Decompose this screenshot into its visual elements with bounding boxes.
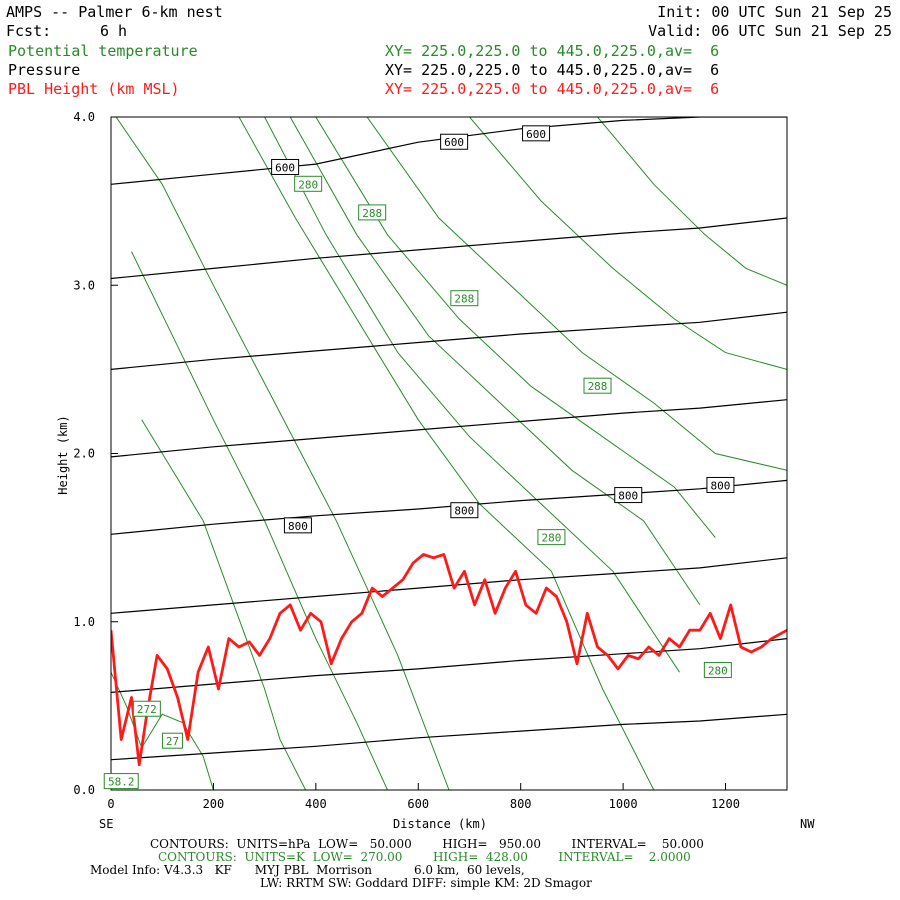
pressure-contour-650 bbox=[111, 217, 787, 280]
pressure-contour-950 bbox=[111, 713, 787, 761]
contour-label: 800 bbox=[618, 490, 638, 503]
valid-time: Valid: 06 UTC Sun 21 Sep 25 bbox=[648, 22, 892, 40]
legend-pressure-xy: XY= 225.0,225.0 to 445.0,225.0,av= 6 bbox=[385, 61, 720, 79]
contour-label: 600 bbox=[275, 161, 295, 174]
contour-label-box bbox=[450, 502, 479, 519]
theta-contour-290 bbox=[469, 117, 787, 370]
footer-model-info: Model Info: V4.3.3 KF MYJ PBL Morrison 6… bbox=[90, 863, 525, 877]
x-tick-label: 400 bbox=[305, 797, 327, 811]
contour-label: 288 bbox=[362, 207, 382, 220]
y-tick-label: 2.0 bbox=[73, 447, 95, 461]
theta-contour-286 bbox=[315, 117, 716, 538]
pressure-contour-900 bbox=[111, 638, 787, 693]
contour-label-box bbox=[537, 529, 566, 546]
y-tick-label: 0.0 bbox=[73, 783, 95, 797]
theta-contour-292 bbox=[597, 117, 787, 286]
contour-label: 600 bbox=[526, 128, 546, 141]
pressure-contour-800 bbox=[111, 479, 787, 535]
pbl-height-line bbox=[111, 553, 787, 767]
contour-label-box bbox=[103, 773, 139, 790]
legend-pbl-xy: XY= 225.0,225.0 to 445.0,225.0,av= 6 bbox=[385, 80, 720, 98]
contour-label: 600 bbox=[444, 136, 464, 149]
legend-pbl-name: PBL Height (km MSL) bbox=[8, 80, 180, 98]
theta-contour-280 bbox=[238, 117, 655, 790]
forecast-value: 6 h bbox=[100, 22, 128, 40]
theta-contour-272 bbox=[111, 671, 214, 790]
contour-label: 280 bbox=[541, 532, 561, 545]
contour-label-box bbox=[522, 125, 551, 142]
contour-label-box bbox=[294, 175, 323, 192]
y-axis-label: Height (km) bbox=[56, 415, 70, 494]
legend-theta-xy: XY= 225.0,225.0 to 445.0,225.0,av= 6 bbox=[385, 42, 720, 60]
plot-frame bbox=[110, 116, 788, 791]
contour-label: 58.2 bbox=[108, 776, 135, 789]
contour-label: 272 bbox=[137, 703, 157, 716]
contour-label: 800 bbox=[710, 479, 730, 492]
contour-label-box bbox=[706, 476, 735, 493]
contour-label-box bbox=[450, 290, 479, 307]
y-tick-label: 1.0 bbox=[73, 615, 95, 629]
footer-pressure-contours: CONTOURS: UNITS=hPa LOW= 50.000 HIGH= 95… bbox=[150, 837, 704, 851]
contour-label: 27 bbox=[166, 735, 179, 748]
contour-label: 288 bbox=[588, 380, 608, 393]
legend-theta-name: Potential temperature bbox=[8, 42, 198, 60]
x-end-left-label: SE bbox=[99, 817, 113, 831]
x-tick-label: 200 bbox=[203, 797, 225, 811]
y-tick-label: 3.0 bbox=[73, 278, 95, 292]
contour-label-box bbox=[440, 133, 469, 150]
contour-label-box bbox=[614, 487, 643, 504]
x-tick-label: 1200 bbox=[711, 797, 740, 811]
contour-label-box bbox=[358, 204, 387, 221]
init-time: Init: 00 UTC Sun 21 Sep 25 bbox=[657, 3, 892, 21]
x-tick-label: 0 bbox=[107, 797, 114, 811]
theta-contour-278 bbox=[115, 117, 450, 790]
pressure-contour-850 bbox=[111, 557, 787, 614]
x-tick-label: 600 bbox=[407, 797, 429, 811]
contour-label: 800 bbox=[288, 520, 308, 533]
contour-label-box bbox=[583, 377, 612, 394]
contour-label-box bbox=[283, 517, 312, 534]
legend-pressure-name: Pressure bbox=[8, 61, 81, 79]
contour-label-box bbox=[271, 158, 300, 175]
contour-label-box bbox=[161, 732, 183, 749]
footer-physics-info: LW: RRTM SW: Goddard DIFF: simple KM: 2D… bbox=[260, 876, 592, 890]
contour-label: 280 bbox=[298, 178, 318, 191]
theta-contour-284 bbox=[289, 117, 701, 606]
y-tick-label: 4.0 bbox=[73, 110, 95, 124]
theta-contour-288 bbox=[366, 117, 787, 471]
contour-label: 288 bbox=[454, 293, 474, 306]
pressure-contour-750 bbox=[111, 399, 787, 458]
contour-label: 800 bbox=[454, 505, 474, 518]
contour-label: 280 bbox=[708, 665, 728, 678]
forecast-label: Fcst: bbox=[6, 22, 52, 40]
x-tick-label: 800 bbox=[510, 797, 532, 811]
pressure-contour-700 bbox=[111, 311, 787, 370]
chart-title: AMPS -- Palmer 6-km nest bbox=[6, 3, 223, 21]
contour-label-box bbox=[703, 662, 732, 679]
contour-label-box bbox=[132, 700, 161, 717]
theta-contour-282 bbox=[264, 117, 680, 673]
x-tick-label: 1000 bbox=[609, 797, 638, 811]
theta-contour-276 bbox=[131, 251, 388, 790]
x-axis-label: Distance (km) bbox=[393, 817, 487, 831]
theta-contour-274 bbox=[141, 419, 307, 790]
x-end-right-label: NW bbox=[800, 817, 815, 831]
footer-theta-contours: CONTOURS: UNITS=K LOW= 270.00 HIGH= 428.… bbox=[158, 850, 691, 864]
pressure-contour-600 bbox=[111, 117, 787, 185]
